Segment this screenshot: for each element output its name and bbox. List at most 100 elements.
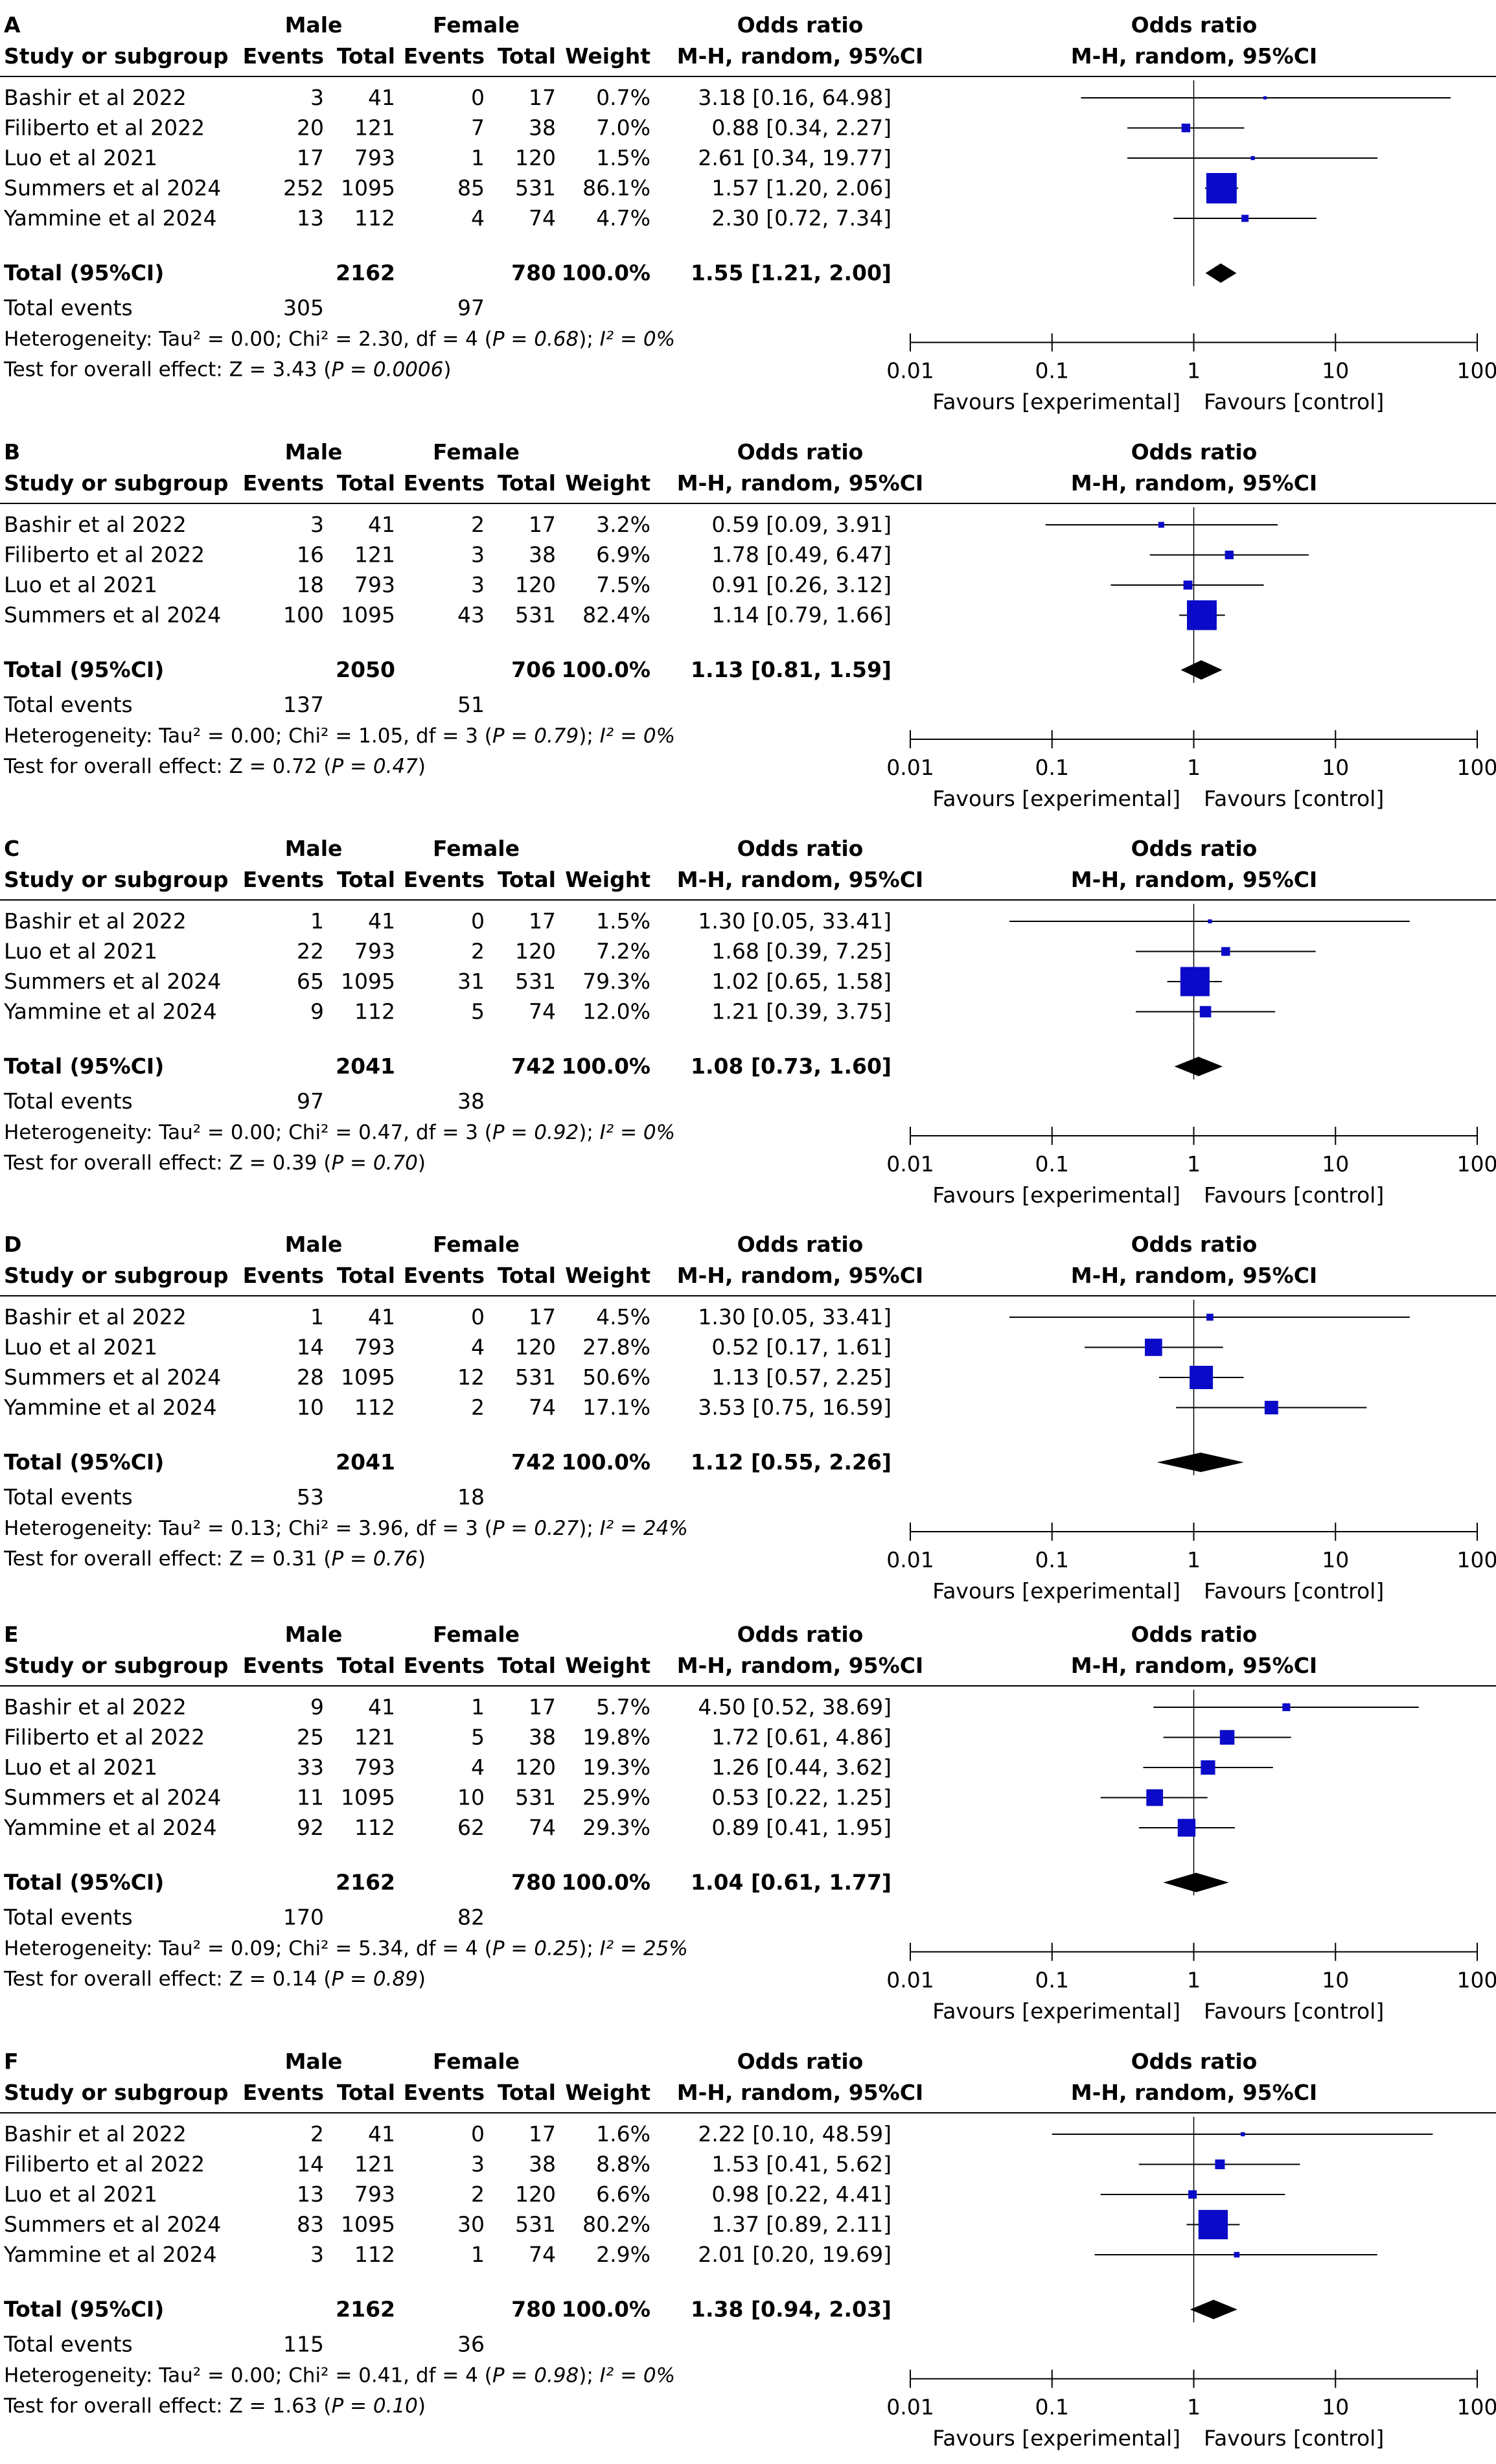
total1-value: 41 (368, 85, 395, 110)
or-ci-value: 2.30 [0.72, 7.34] (711, 205, 892, 231)
study-name: Summers et al 2024 (4, 176, 221, 201)
events2-value: 2 (471, 512, 485, 537)
events2-header: Events (404, 1263, 485, 1288)
or-method-header: M-H, random, 95%CI (677, 1263, 923, 1288)
plot-title-header: Odds ratio (1131, 1232, 1258, 1257)
events1-value: 17 (297, 145, 324, 170)
weight-value: 19.3% (582, 1755, 650, 1780)
x-tick-label: 10 (1322, 755, 1349, 780)
total1-header: Total (337, 867, 395, 892)
total2-value: 120 (515, 2182, 556, 2207)
study-marker (1265, 1401, 1278, 1414)
total1-value: 793 (354, 1335, 395, 1360)
study-marker (1158, 522, 1164, 527)
study-name: Luo et al 2021 (4, 2182, 157, 2207)
events1-value: 65 (297, 969, 324, 994)
total-weight: 100.0% (562, 657, 650, 682)
total-events-label: Total events (3, 1484, 133, 1510)
events2-value: 4 (471, 1755, 485, 1780)
study-name: Bashir et al 2022 (4, 85, 187, 110)
events1-header: Events (243, 2080, 324, 2105)
favours-experimental-label: Favours [experimental] (932, 2426, 1180, 2451)
events1-value: 14 (297, 1335, 324, 1360)
group2-header: Female (433, 836, 520, 861)
total2-header: Total (498, 470, 556, 496)
events1-value: 16 (297, 542, 324, 568)
total1-value: 121 (354, 2152, 395, 2177)
study-name: Bashir et al 2022 (4, 1304, 187, 1330)
weight-value: 6.6% (596, 2182, 650, 2207)
total1-value: 1095 (341, 176, 395, 201)
study-name: Filiberto et al 2022 (4, 2152, 205, 2177)
panel-label: A (4, 12, 21, 38)
overall-effect-text: Test for overall effect: Z = 0.14 (P = 0… (3, 1968, 426, 1991)
total1-sum: 2162 (336, 260, 395, 286)
x-tick-label: 100 (1457, 755, 1496, 780)
or-ci-value: 1.21 [0.39, 3.75] (711, 999, 892, 1024)
study-col-header: Study or subgroup (4, 2080, 229, 2105)
plot-method-header: M-H, random, 95%CI (1071, 43, 1317, 69)
study-marker (1199, 2210, 1228, 2239)
events2-value: 0 (471, 85, 485, 110)
study-name: Yammine et al 2024 (3, 999, 217, 1024)
events1-value: 13 (297, 205, 324, 231)
weight-value: 50.6% (582, 1364, 650, 1390)
weight-value: 25.9% (582, 1785, 650, 1810)
events1-value: 11 (297, 1785, 324, 1810)
events2-value: 0 (471, 1304, 485, 1330)
total2-value: 74 (529, 1395, 556, 1420)
weight-header: Weight (565, 2080, 650, 2105)
total2-value: 531 (515, 176, 556, 201)
total-events1: 115 (283, 2332, 324, 2357)
total2-value: 120 (515, 145, 556, 170)
events2-value: 1 (471, 2242, 485, 2267)
total-events1: 53 (297, 1484, 324, 1510)
total1-value: 793 (354, 145, 395, 170)
events2-value: 12 (457, 1364, 485, 1390)
panel-label: B (4, 439, 20, 465)
or-ci-value: 1.14 [0.79, 1.66] (711, 603, 892, 628)
total-weight: 100.0% (562, 260, 650, 286)
events2-value: 2 (471, 939, 485, 964)
or-method-header: M-H, random, 95%CI (677, 867, 923, 892)
events2-value: 30 (457, 2212, 485, 2237)
study-marker (1282, 1703, 1290, 1711)
study-name: Summers et al 2024 (4, 969, 221, 994)
events1-value: 3 (310, 512, 324, 537)
group2-header: Female (433, 12, 520, 38)
study-marker (1221, 947, 1230, 956)
total1-value: 41 (368, 1304, 395, 1330)
or-ci-value: 1.57 [1.20, 2.06] (711, 176, 892, 201)
study-col-header: Study or subgroup (4, 1653, 229, 1678)
events2-value: 4 (471, 1335, 485, 1360)
total2-value: 74 (529, 999, 556, 1024)
study-name: Summers et al 2024 (4, 2212, 221, 2237)
favours-control-label: Favours [control] (1204, 1999, 1384, 2024)
or-title-header: Odds ratio (737, 1232, 864, 1257)
total-label: Total (95%CI) (4, 2297, 164, 2322)
events2-value: 1 (471, 1694, 485, 1720)
total2-header: Total (498, 867, 556, 892)
pooled-diamond (1164, 1873, 1229, 1893)
study-marker (1180, 967, 1210, 996)
or-ci-value: 1.68 [0.39, 7.25] (711, 939, 892, 964)
weight-value: 79.3% (582, 969, 650, 994)
events1-value: 22 (297, 939, 324, 964)
total-weight: 100.0% (562, 1870, 650, 1895)
panel-label: D (4, 1232, 21, 1257)
or-method-header: M-H, random, 95%CI (677, 470, 923, 496)
events1-value: 14 (297, 2152, 324, 2177)
total2-value: 74 (529, 205, 556, 231)
total2-sum: 706 (511, 657, 556, 682)
total-label: Total (95%CI) (4, 1449, 164, 1475)
total-events1: 170 (283, 1905, 324, 1930)
total-events1: 305 (283, 295, 324, 321)
total1-value: 121 (354, 115, 395, 141)
events2-header: Events (404, 1653, 485, 1678)
total2-value: 74 (529, 1815, 556, 1840)
x-tick-label: 1 (1187, 2395, 1201, 2420)
total1-value: 793 (354, 572, 395, 597)
